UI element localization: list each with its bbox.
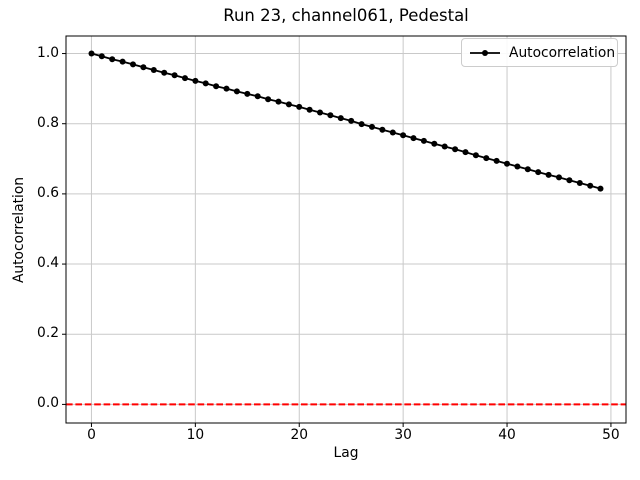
y-tick-label: 0.6 [37,184,59,201]
data-point-marker [213,83,220,90]
y-tick-label: 0.2 [37,325,59,342]
data-point-marker [483,155,490,162]
x-tick-label: 30 [394,427,412,443]
x-tick-label: 20 [290,427,309,443]
data-point-marker [88,50,95,57]
data-point-marker [254,93,261,100]
data-point-marker [566,177,573,184]
data-point-marker [223,85,230,92]
data-point-marker [431,140,438,147]
data-point-marker [389,129,396,136]
data-point-marker [493,157,500,164]
y-tick-label: 1.0 [37,44,59,61]
data-point-marker [556,174,562,181]
y-tick-label: 0.8 [37,114,59,131]
data-point-marker [587,182,594,189]
data-point-marker [119,58,126,65]
data-point-marker [597,185,604,192]
data-point-marker [379,126,386,133]
data-point-marker [576,180,583,186]
data-point-marker [171,72,178,79]
data-point-marker [202,80,209,87]
axes-border [65,35,627,424]
data-point-marker [337,115,344,122]
data-point-marker [192,77,199,84]
data-point-marker [161,69,168,76]
data-point-marker [244,90,251,97]
data-point-marker [358,121,365,128]
data-point-marker [545,171,552,178]
data-point-marker [327,112,334,119]
data-point-marker [109,56,116,63]
data-point-marker [306,106,313,113]
y-tick-label: 0.4 [37,255,59,272]
x-tick-label: 10 [186,427,205,443]
data-point-marker [369,123,375,130]
data-point-marker [420,137,427,144]
data-point-marker [524,166,531,173]
chart-title: Run 23, channel061, Pedestal [223,6,469,25]
data-point-marker [410,135,417,142]
data-point-marker [535,169,542,176]
data-point-marker [296,103,303,110]
autocorrelation-line [91,52,601,190]
data-point-marker [317,109,323,116]
data-point-marker [98,53,105,60]
data-point-marker [182,75,188,82]
data-point-marker [348,117,355,124]
x-tick-label: 0 [87,427,96,443]
legend-label: Autocorrelation [509,44,616,61]
legend: Autocorrelation [461,38,618,67]
x-axis-label: Lag [333,445,359,461]
data-point-marker [275,98,282,105]
data-point-marker [514,163,521,170]
data-point-marker [265,96,272,103]
data-point-marker [233,88,240,95]
data-point-marker [462,149,469,156]
data-point-marker [504,160,510,167]
data-point-marker [150,67,157,73]
data-point-marker [452,146,459,153]
data-point-marker [130,61,136,68]
data-point-marker [400,132,407,139]
x-tick-label: 40 [498,427,516,443]
y-tick-label: 0.0 [37,395,59,412]
data-point-marker [140,64,147,71]
data-point-marker [441,143,448,150]
data-point-marker [285,101,292,108]
x-tick-label: 50 [602,427,620,443]
line-marker-icon [470,49,500,56]
data-point-marker [472,152,479,159]
